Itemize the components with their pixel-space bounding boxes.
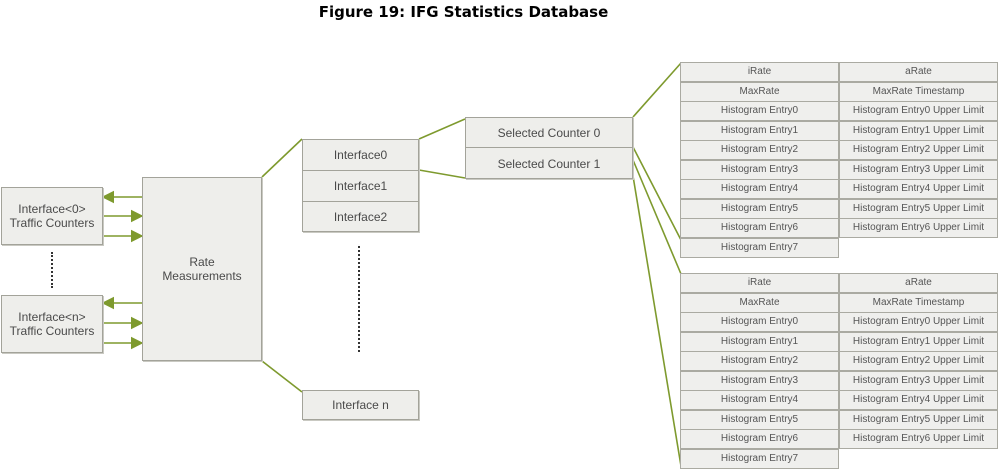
figure-title: Figure 19: IFG Statistics Database [318, 3, 609, 21]
vertical-ellipsis-middle [358, 246, 360, 352]
rate-table-0-right-cell: Histogram Entry6 Upper Limit [839, 218, 998, 238]
rate-table-1-right-cell: Histogram Entry6 Upper Limit [839, 429, 998, 449]
rate-table-1-right-cell: Histogram Entry4 Upper Limit [839, 390, 998, 410]
rate-table-0-right-cell: Histogram Entry1 Upper Limit [839, 121, 998, 141]
traffic-counters-0-label: Interface<0> Traffic Counters [9, 202, 95, 230]
vertical-ellipsis-left [51, 252, 53, 288]
interface-0: Interface0 [303, 140, 418, 171]
rate-measurements-label: Rate Measurements [162, 255, 242, 283]
rate-table-1-left-cell: Histogram Entry0 [680, 312, 839, 332]
rate-table-0-left-cell: MaxRate [680, 82, 839, 102]
rate-table-1-left-cell: Histogram Entry2 [680, 351, 839, 371]
rate-table-1-right-cell: aRate [839, 273, 998, 293]
rate-table-1-left-cell: Histogram Entry5 [680, 410, 839, 430]
rate-table-0-left-cell: Histogram Entry2 [680, 140, 839, 160]
traffic-counters-n-label: Interface<n> Traffic Counters [9, 310, 95, 338]
rate-table-1-left-cell: Histogram Entry4 [680, 390, 839, 410]
rate-table-1-right-cell: Histogram Entry5 Upper Limit [839, 410, 998, 430]
selected-counter-1: Selected Counter 1 [497, 156, 601, 171]
interface-stack: Interface0 Interface1 Interface2 [302, 139, 419, 232]
interface-n: Interface n [302, 390, 419, 420]
rate-table-0-left-cell: Histogram Entry7 [680, 238, 839, 258]
rate-table-0-right-cell: Histogram Entry4 Upper Limit [839, 179, 998, 199]
rate-table-1-left-cell: Histogram Entry6 [680, 429, 839, 449]
interface-2: Interface2 [333, 210, 388, 224]
interface-1: Interface1 [303, 171, 418, 202]
rate-table-0-right-cell: MaxRate Timestamp [839, 82, 998, 102]
rate-table-1-left-cell: Histogram Entry7 [680, 449, 839, 469]
rate-table-1-right-cell: MaxRate Timestamp [839, 293, 998, 313]
rate-table-0-left-cell: Histogram Entry5 [680, 199, 839, 219]
rate-measurements-box: Rate Measurements [142, 177, 262, 361]
traffic-counters-n: Interface<n> Traffic Counters [1, 295, 103, 353]
rate-table-1-left-cell: Histogram Entry1 [680, 332, 839, 352]
rate-table-1-right-cell: Histogram Entry2 Upper Limit [839, 351, 998, 371]
rate-table-0-left-cell: Histogram Entry3 [680, 160, 839, 180]
rate-table-0-left-cell: iRate [680, 62, 839, 82]
rate-table-1-right-cell: Histogram Entry1 Upper Limit [839, 332, 998, 352]
rate-table-0-right-cell: aRate [839, 62, 998, 82]
rate-table-1: iRate MaxRate Histogram Entry0 Histogram En… [680, 273, 998, 469]
rate-table-0-left-cell: Histogram Entry1 [680, 121, 839, 141]
rate-table-0-right-cell: Histogram Entry2 Upper Limit [839, 140, 998, 160]
rate-table-0-left-cell: Histogram Entry6 [680, 218, 839, 238]
rate-table-1-left-cell: iRate [680, 273, 839, 293]
rate-table-0: iRate MaxRate Histogram Entry0 Histogram En… [680, 62, 998, 258]
rate-table-1-right-cell: Histogram Entry0 Upper Limit [839, 312, 998, 332]
rate-table-0-right-cell: Histogram Entry5 Upper Limit [839, 199, 998, 219]
rate-table-0-left-cell: Histogram Entry4 [680, 179, 839, 199]
rate-table-0-right-cell: Histogram Entry3 Upper Limit [839, 160, 998, 180]
rate-table-1-left-cell: Histogram Entry3 [680, 371, 839, 391]
rate-table-0-right-cell: Histogram Entry0 Upper Limit [839, 101, 998, 121]
selected-counter-0: Selected Counter 0 [466, 118, 632, 148]
rate-table-0-left-cell: Histogram Entry0 [680, 101, 839, 121]
traffic-counters-0: Interface<0> Traffic Counters [1, 187, 103, 245]
selected-counters: Selected Counter 0 Selected Counter 1 [465, 117, 633, 179]
rate-table-1-right-cell: Histogram Entry3 Upper Limit [839, 371, 998, 391]
rate-table-1-left-cell: MaxRate [680, 293, 839, 313]
